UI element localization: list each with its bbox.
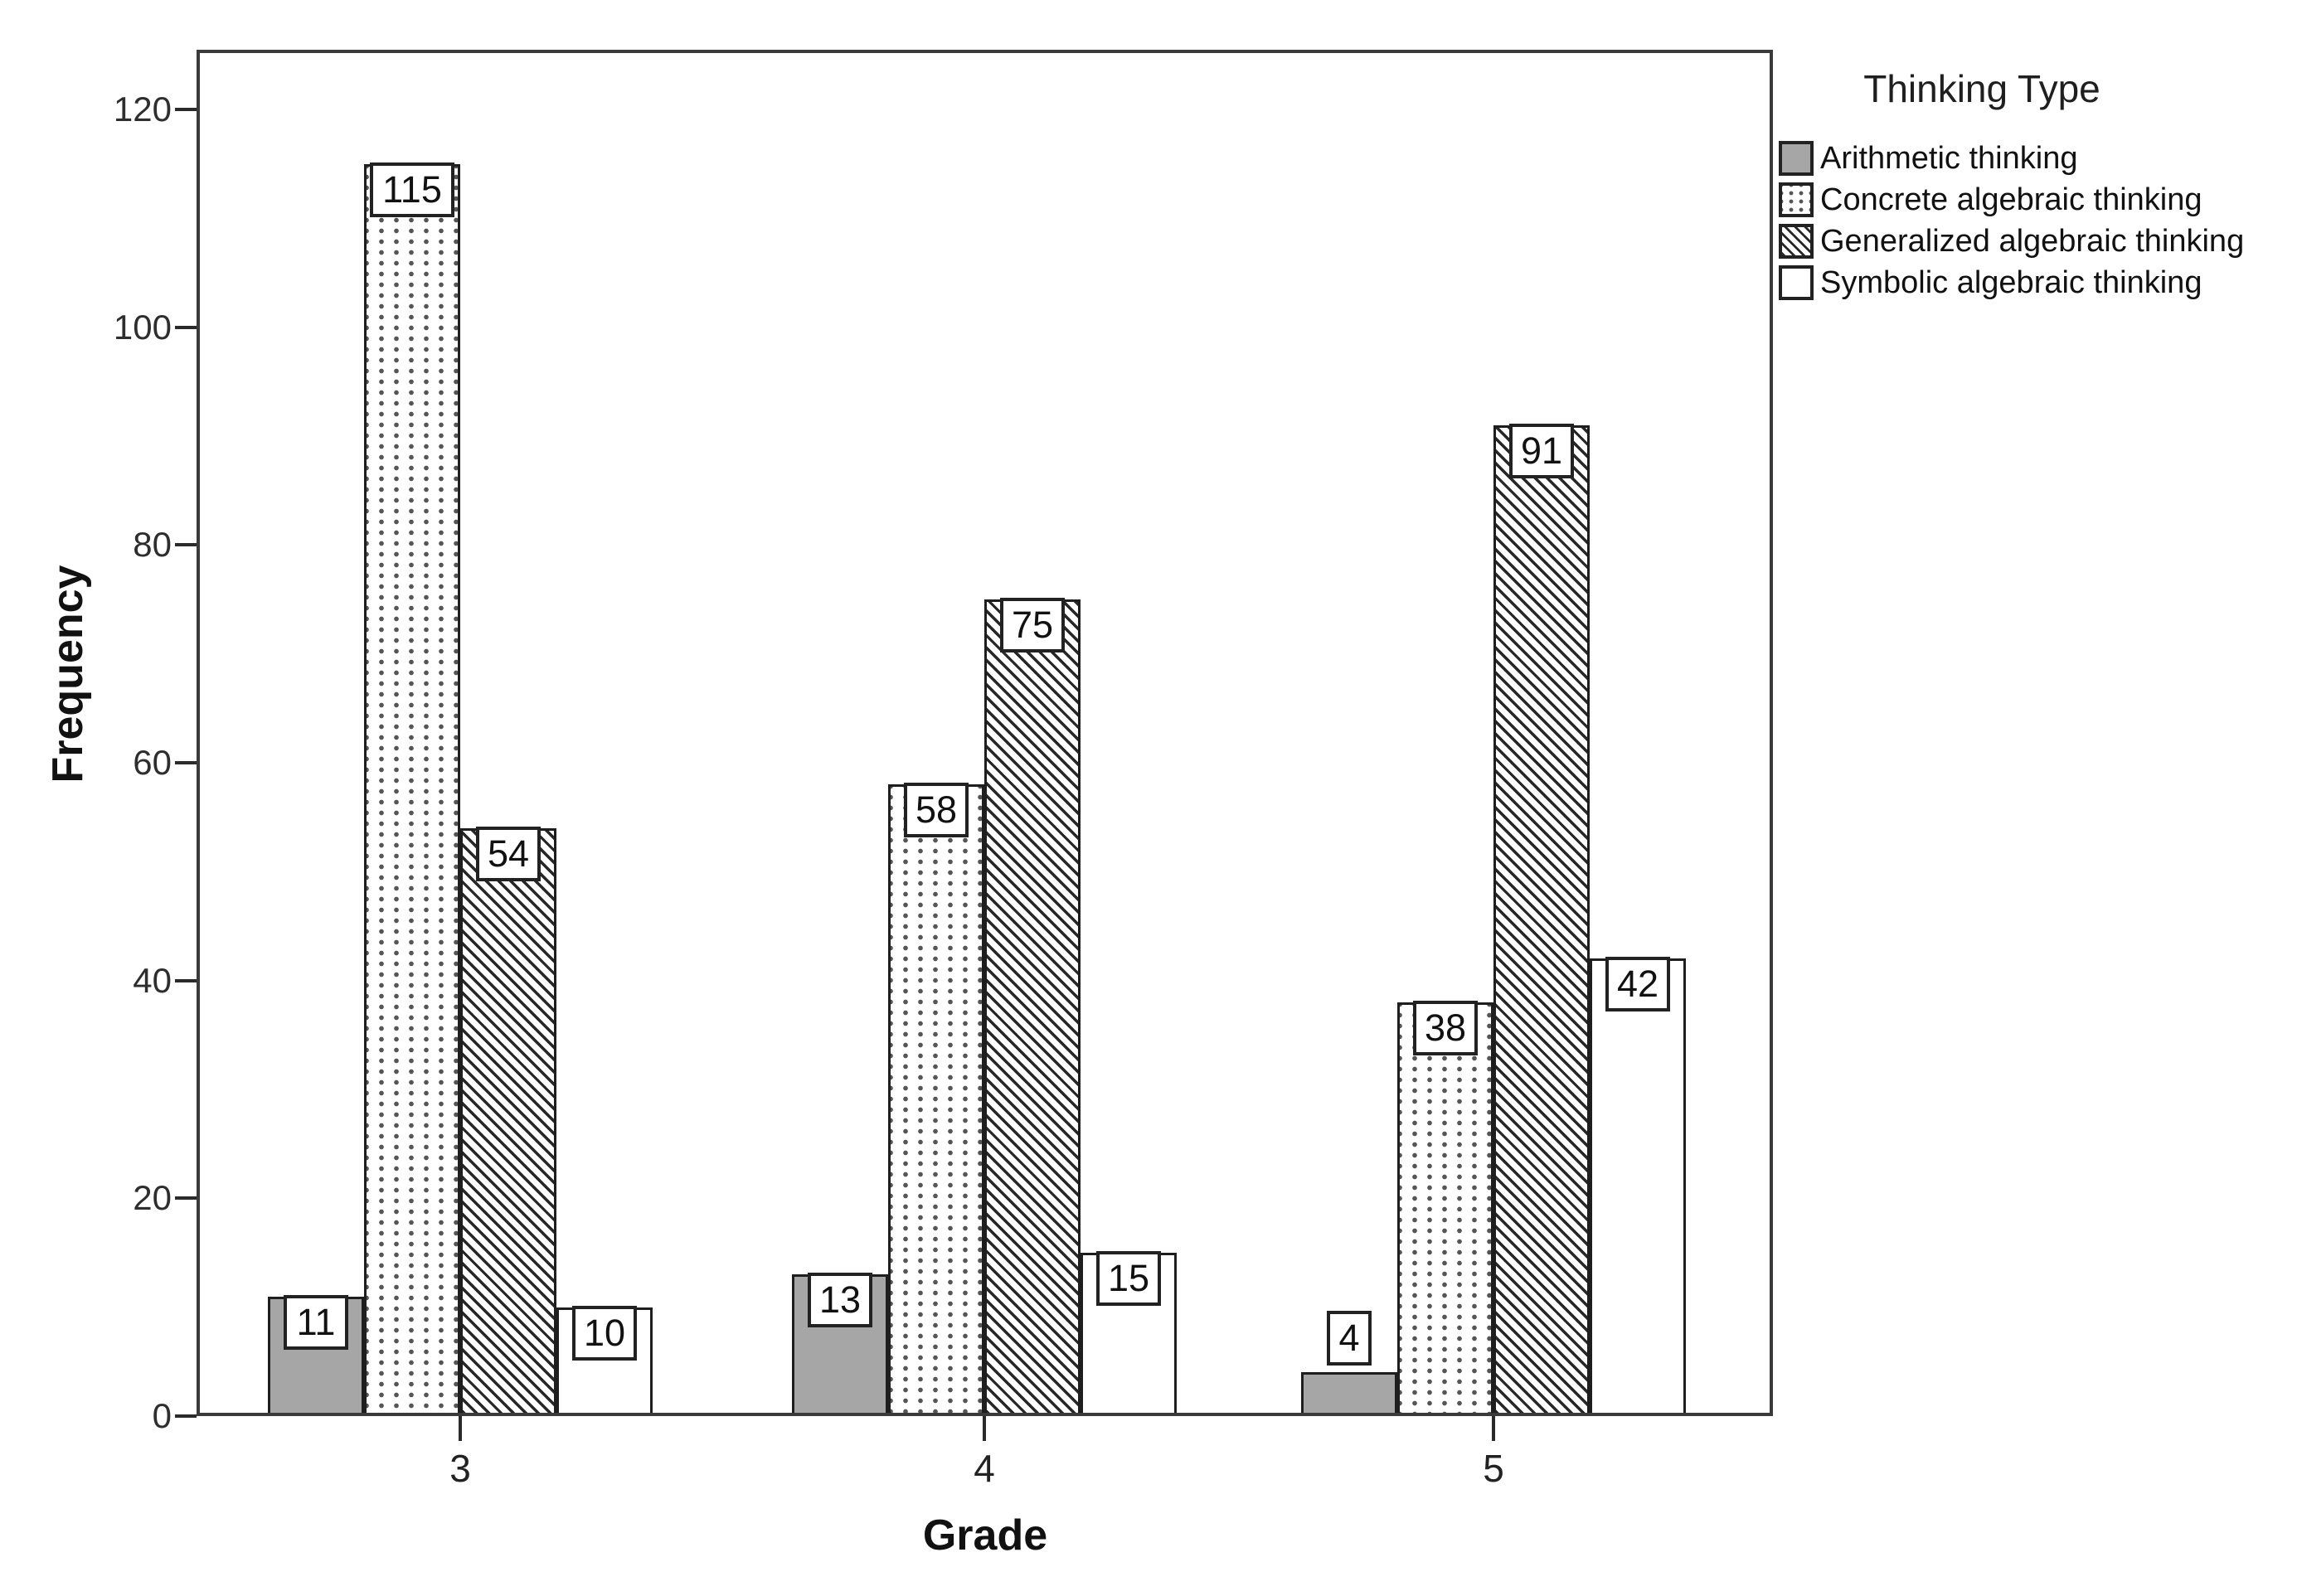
x-axis-tick: [1492, 1416, 1495, 1441]
bar-value-label: 13: [808, 1273, 872, 1328]
y-axis-tick: [175, 543, 197, 547]
bar-value-label: 15: [1096, 1251, 1161, 1307]
bar-value-label: 75: [1000, 598, 1065, 653]
legend-swatch-dots-icon: [1779, 182, 1814, 217]
y-axis-tick-label: 0: [152, 1396, 172, 1435]
x-axis-tick: [459, 1416, 462, 1441]
y-axis-tick-label: 60: [133, 743, 172, 783]
y-axis-tick: [175, 978, 197, 982]
bar-white-grade-5: [1590, 958, 1686, 1416]
y-axis-tick-label: 20: [133, 1178, 172, 1218]
bar-dots-grade-4: [888, 784, 984, 1416]
bar-value-label: 54: [476, 826, 541, 881]
y-axis-tick-label: 100: [113, 307, 172, 347]
x-axis-tick-label: 5: [1483, 1447, 1504, 1490]
y-axis-title: Frequency: [44, 565, 92, 783]
legend-swatch-white-icon: [1779, 265, 1814, 300]
legend-item-label: Arithmetic thinking: [1820, 141, 2078, 176]
y-axis-tick: [175, 761, 197, 765]
legend-swatch-solid-gray-icon: [1779, 141, 1814, 176]
bar-dots-grade-5: [1397, 1002, 1493, 1416]
x-axis-title: Grade: [922, 1511, 1048, 1560]
legend-item-generalized: Generalized algebraic thinking: [1779, 224, 2244, 259]
y-axis-tick: [175, 1196, 197, 1201]
bar-diagonal-hatch-grade-3: [460, 827, 556, 1416]
bar-diagonal-hatch-grade-5: [1493, 425, 1590, 1416]
y-axis-tick: [175, 108, 197, 112]
bar-value-label: 4: [1327, 1311, 1372, 1366]
bar-value-label: 11: [284, 1294, 348, 1350]
bar-value-label: 115: [370, 162, 454, 217]
bar-value-label: 42: [1605, 957, 1670, 1012]
legend-item-concrete: Concrete algebraic thinking: [1779, 182, 2202, 217]
bar-value-label: 58: [904, 783, 969, 838]
legend-item-label: Symbolic algebraic thinking: [1820, 265, 2202, 300]
legend-item-symbolic: Symbolic algebraic thinking: [1779, 265, 2202, 300]
legend-item-label: Generalized algebraic thinking: [1820, 224, 2245, 259]
legend-item-label: Concrete algebraic thinking: [1820, 182, 2202, 217]
bar-value-label: 38: [1413, 1001, 1478, 1055]
legend-item-arithmetic: Arithmetic thinking: [1779, 141, 2077, 176]
x-axis-tick-label: 4: [974, 1447, 995, 1490]
y-axis-tick-label: 80: [133, 525, 172, 565]
y-axis-tick: [175, 1414, 197, 1418]
bar-value-label: 91: [1509, 424, 1574, 479]
bar-solid-gray-grade-5: [1301, 1372, 1397, 1416]
y-axis-tick: [175, 325, 197, 329]
bar-dots-grade-3: [364, 163, 460, 1416]
legend-title: Thinking Type: [1863, 67, 2100, 110]
x-axis-tick: [983, 1416, 986, 1441]
y-axis-tick-label: 40: [133, 960, 172, 1000]
x-axis-tick-label: 3: [449, 1447, 471, 1490]
legend-swatch-diagonal-hatch-icon: [1779, 224, 1814, 259]
bar-diagonal-hatch-grade-4: [984, 599, 1081, 1416]
y-axis-tick-label: 120: [113, 90, 172, 129]
bar-value-label: 10: [572, 1305, 637, 1361]
